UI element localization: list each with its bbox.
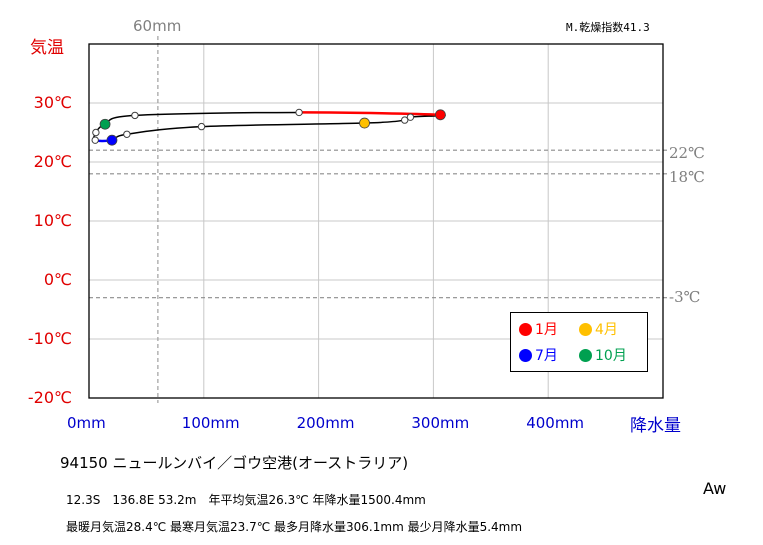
ref-label-18: 18℃ bbox=[669, 168, 705, 186]
y-axis-title: 気温 bbox=[30, 38, 64, 58]
x-axis-title: 降水量 bbox=[630, 416, 681, 436]
month-point-4 bbox=[359, 117, 370, 129]
y-tick-label: -10℃ bbox=[27, 329, 72, 348]
y-tick-label: -20℃ bbox=[27, 388, 72, 407]
legend-item-10: 10月 bbox=[579, 345, 627, 365]
aridity-index: M.乾燥指数41.3 bbox=[566, 21, 650, 34]
x-tick-label: 400mm bbox=[526, 414, 585, 432]
month-point-8 bbox=[91, 136, 99, 144]
info-line-1: 12.3S 136.8E 53.2m 年平均気温26.3℃ 年降水量1500.4… bbox=[66, 493, 426, 507]
month-point-6 bbox=[123, 130, 131, 138]
legend-dot bbox=[579, 348, 592, 362]
month-point-12 bbox=[295, 108, 303, 117]
legend-label: 1月 bbox=[535, 322, 558, 338]
month-point-9 bbox=[92, 128, 100, 137]
climate-curve bbox=[93, 111, 446, 141]
legend-label: 4月 bbox=[595, 322, 618, 338]
legend-item-7: 7月 bbox=[519, 345, 558, 365]
plot-frame bbox=[88, 43, 664, 399]
ref-label-22: 22℃ bbox=[669, 144, 705, 162]
x-tick-label: 200mm bbox=[296, 414, 355, 432]
ref-label-minus3: -3℃ bbox=[669, 288, 701, 306]
station-title: 94150 ニュールンバイ／ゴウ空港(オーストラリア) bbox=[60, 454, 409, 472]
legend-item-4: 4月 bbox=[579, 319, 618, 339]
legend-dot bbox=[579, 322, 592, 336]
month-point-11 bbox=[131, 111, 139, 120]
climate-curve-dec-jan bbox=[299, 111, 441, 117]
y-tick-label: 30℃ bbox=[33, 93, 72, 112]
ref-label-precip: 60mm bbox=[133, 17, 182, 35]
x-tick-label: 0mm bbox=[67, 414, 106, 432]
legend-label: 7月 bbox=[535, 348, 558, 364]
legend-dot bbox=[519, 322, 532, 336]
legend-dot bbox=[519, 348, 532, 362]
climate-class: Aw bbox=[703, 479, 727, 498]
x-tick-label: 100mm bbox=[181, 414, 240, 432]
y-tick-label: 20℃ bbox=[33, 152, 72, 171]
x-tick-label: 300mm bbox=[411, 414, 470, 432]
month-point-10 bbox=[99, 118, 111, 130]
info-line-2: 最暖月気温28.4℃ 最寒月気温23.7℃ 最多月降水量306.1mm 最少月降… bbox=[66, 520, 523, 534]
month-point-1 bbox=[435, 109, 446, 121]
legend: 1月 4月 7月 10月 bbox=[510, 312, 648, 372]
month-point-2 bbox=[406, 113, 415, 121]
y-tick-label: 10℃ bbox=[33, 211, 72, 230]
y-tick-label: 0℃ bbox=[43, 270, 72, 289]
month-point-3 bbox=[401, 116, 409, 124]
month-point-7 bbox=[106, 134, 118, 146]
month-point-5 bbox=[197, 122, 206, 131]
legend-label: 10月 bbox=[595, 348, 627, 364]
legend-item-1: 1月 bbox=[519, 319, 558, 339]
